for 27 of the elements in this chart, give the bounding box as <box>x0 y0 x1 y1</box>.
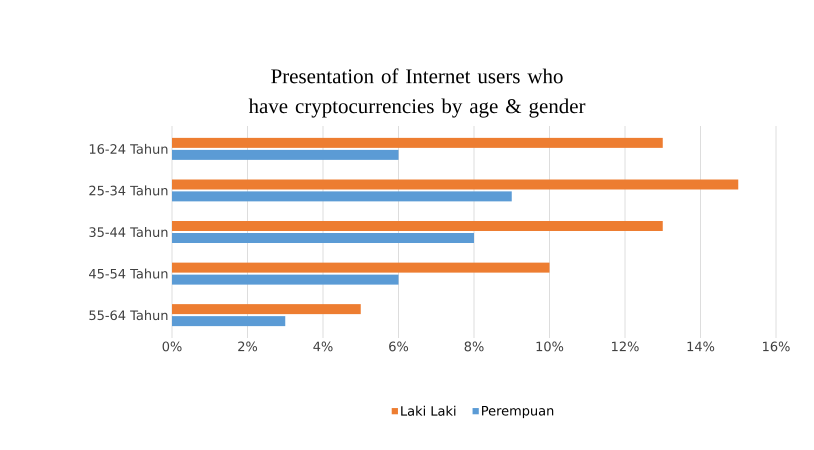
x-tick-label: 14% <box>688 342 714 352</box>
x-tick-label: 16% <box>763 342 790 352</box>
bar <box>172 232 474 243</box>
x-tick-label: 6% <box>389 342 408 352</box>
x-tick-label: 10% <box>536 342 564 352</box>
bar <box>172 274 399 285</box>
bar <box>172 179 738 190</box>
bar <box>172 138 663 148</box>
y-tick-label: 45-54 Tahun <box>89 268 168 279</box>
bar <box>172 262 550 273</box>
x-tick-label: 4% <box>313 342 333 352</box>
bar <box>172 221 663 232</box>
y-tick-label: 55-64 Tahun <box>89 310 168 320</box>
bar <box>172 191 512 202</box>
y-tick-label: 16-24 Tahun <box>90 144 168 154</box>
legend-label: Laki Laki <box>401 406 456 416</box>
x-tick-label: 12% <box>612 342 639 352</box>
x-tick-label: 8% <box>464 342 484 352</box>
x-tick-label: 2% <box>238 342 258 352</box>
legend-label: Perempuan <box>482 406 554 418</box>
chart-title: Presentation of Internet users who have cryptocurrencies by age & gender <box>248 68 586 118</box>
y-tick-label: 35-44 Tahun <box>89 226 168 238</box>
bar <box>172 304 361 314</box>
x-tick-label: 0% <box>162 342 182 352</box>
bar <box>172 316 286 326</box>
y-tick-label: 25-34 Tahun <box>89 185 168 196</box>
bar <box>172 150 399 160</box>
